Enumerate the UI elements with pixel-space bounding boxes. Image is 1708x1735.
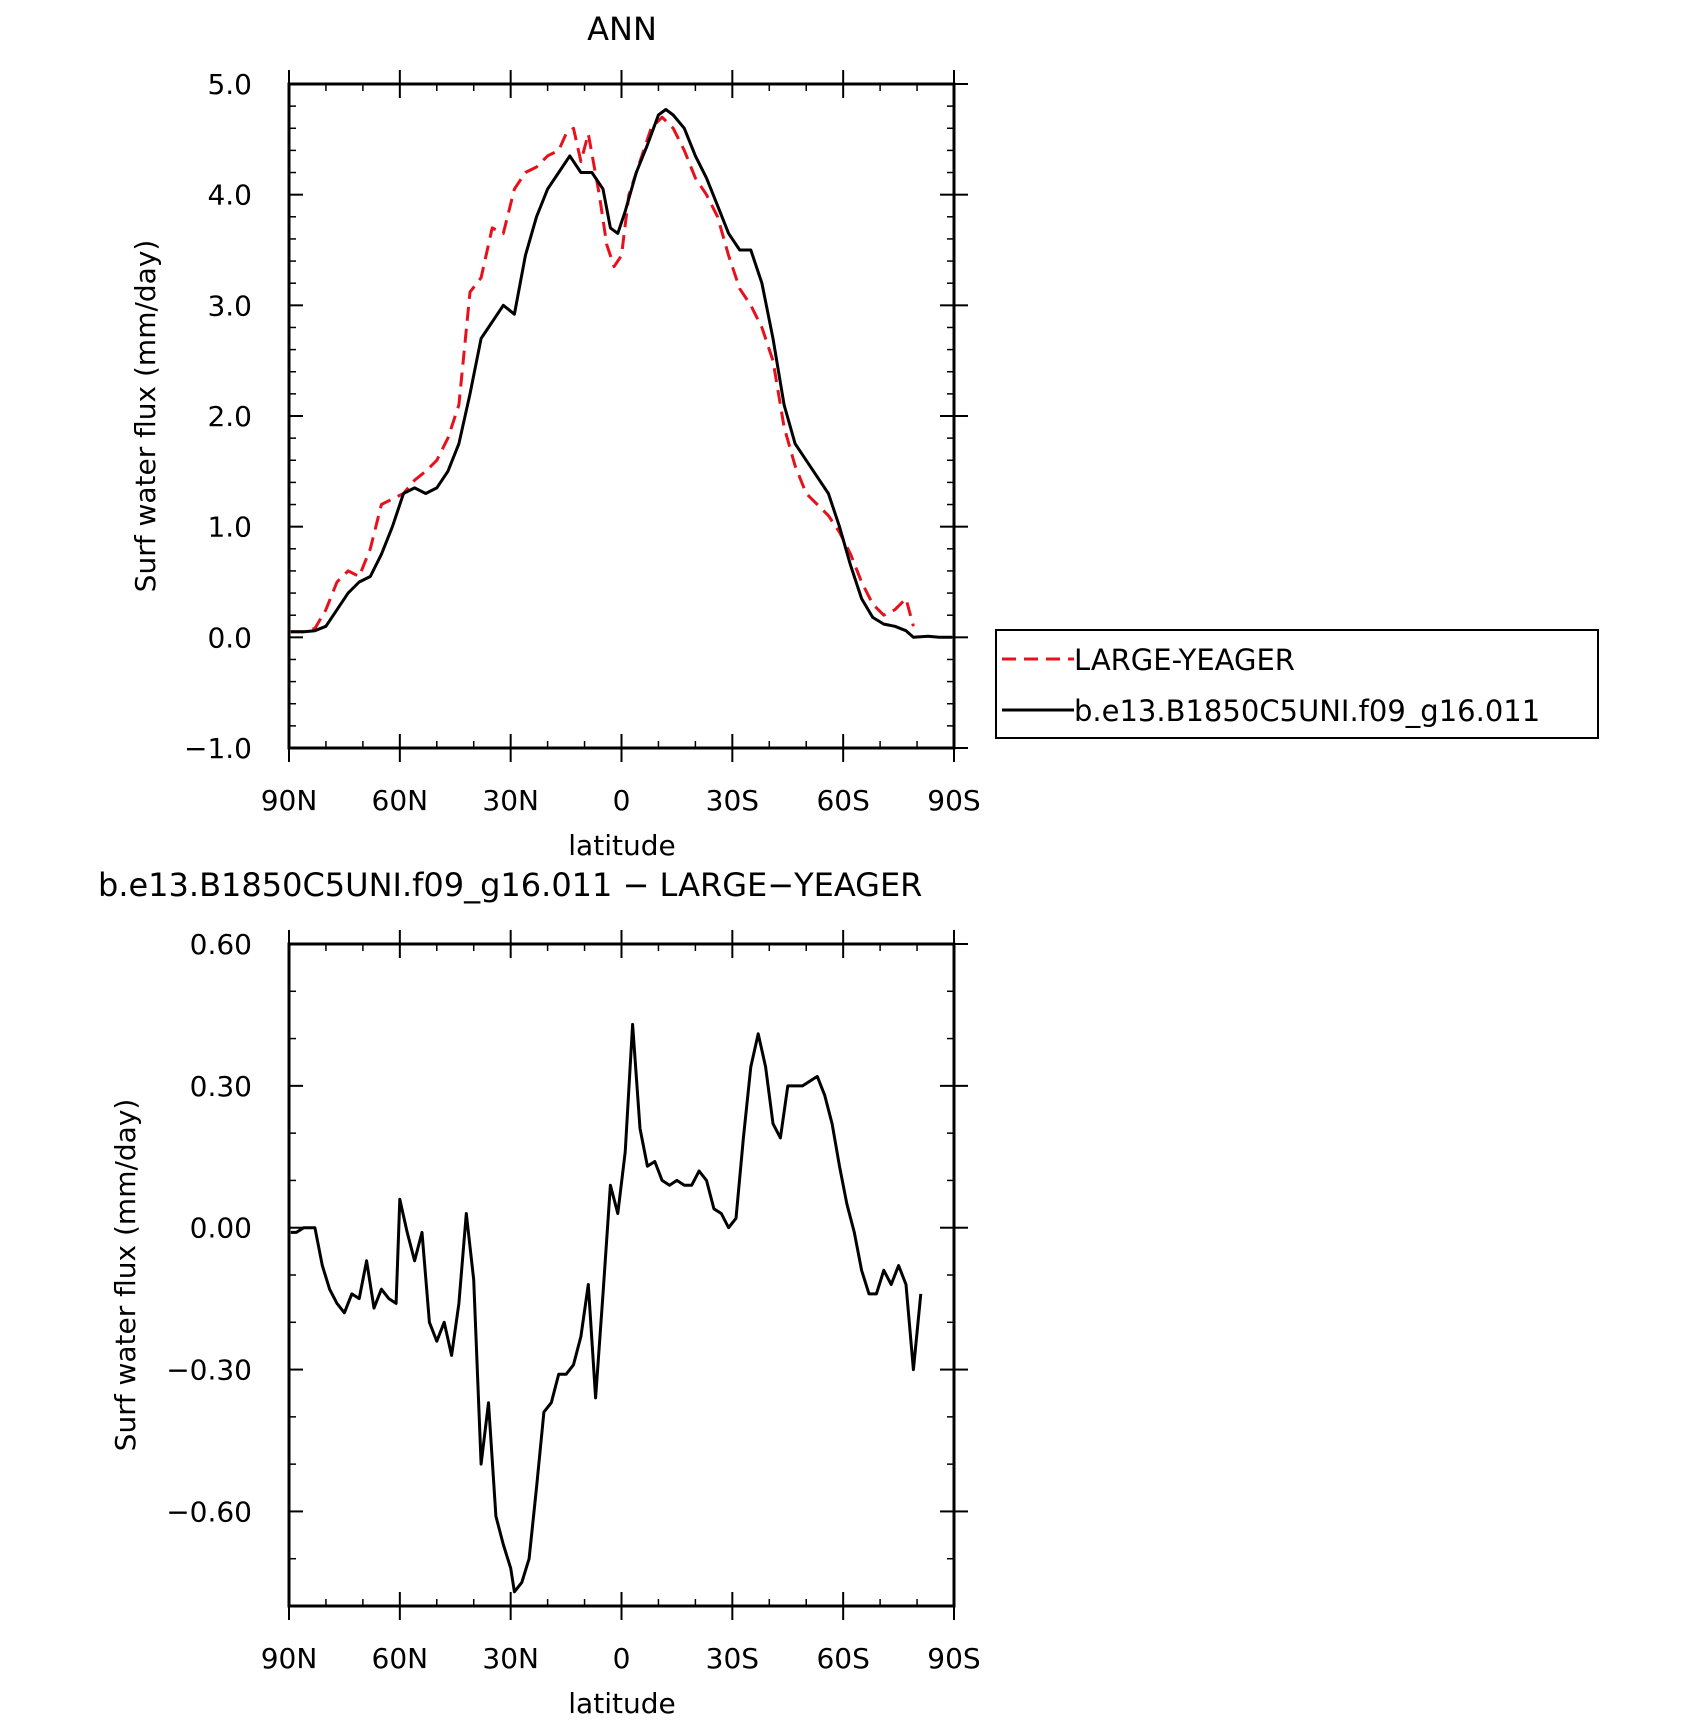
bottom-chart-series xyxy=(290,1022,923,1594)
legend-item-model: b.e13.B1850C5UNI.f09_g16.011 xyxy=(1002,694,1540,728)
series-line-0 xyxy=(290,1022,923,1594)
bottom-chart-frame xyxy=(287,942,956,1608)
x-tick-label: 60S xyxy=(816,1642,869,1675)
y-tick-label: −1.0 xyxy=(184,732,252,765)
y-tick-label: 5.0 xyxy=(207,68,252,101)
y-tick-label: 2.0 xyxy=(207,400,252,433)
y-tick-label: 0.60 xyxy=(190,928,252,961)
top-chart-series xyxy=(290,108,953,639)
x-tick-label: 60N xyxy=(372,784,429,817)
y-tick-label: 3.0 xyxy=(207,289,252,322)
x-tick-label: 0 xyxy=(613,1642,631,1675)
bottom-chart-x-tick-labels: 90N 60N 30N 0 30S 60S 90S xyxy=(261,1642,981,1675)
x-tick-label: 90S xyxy=(927,784,980,817)
legend-label: b.e13.B1850C5UNI.f09_g16.011 xyxy=(1074,694,1540,728)
y-tick-label: 0.00 xyxy=(190,1212,252,1245)
top-chart-ylabel: Surf water flux (mm/day) xyxy=(129,240,162,593)
x-tick-label: 90N xyxy=(261,1642,318,1675)
y-tick-label: −0.60 xyxy=(166,1495,252,1528)
y-tick-label: 0.30 xyxy=(190,1070,252,1103)
x-tick-label: 30N xyxy=(482,784,539,817)
x-tick-label: 90S xyxy=(927,1642,980,1675)
y-tick-label: 0.0 xyxy=(207,621,252,654)
x-tick-label: 0 xyxy=(613,784,631,817)
x-tick-label: 60S xyxy=(816,784,869,817)
top-chart-title: ANN xyxy=(587,10,657,48)
bottom-chart-ylabel: Surf water flux (mm/day) xyxy=(109,1099,142,1452)
x-tick-label: 60N xyxy=(372,1642,429,1675)
y-tick-label: 4.0 xyxy=(207,179,252,212)
legend-label: LARGE-YEAGER xyxy=(1074,643,1295,677)
top-chart-ticks xyxy=(288,70,968,762)
bottom-chart-y-tick-labels: 0.60 0.30 0.00 −0.30 −0.60 xyxy=(166,928,252,1528)
x-tick-label: 30S xyxy=(706,784,759,817)
bottom-chart-ticks xyxy=(288,930,968,1620)
legend-item-large-yeager: LARGE-YEAGER xyxy=(1002,643,1295,677)
x-tick-label: 30N xyxy=(482,1642,539,1675)
top-chart: ANN 90N 60N 30N 0 30S 60S 90S 5.0 4.0 3.0 2.0 1.0 0… xyxy=(129,10,1599,862)
legend: LARGE-YEAGER b.e13.B1850C5UNI.f09_g16.01… xyxy=(995,629,1599,739)
x-tick-label: 30S xyxy=(706,1642,759,1675)
top-chart-frame xyxy=(287,82,956,750)
top-chart-x-tick-labels: 90N 60N 30N 0 30S 60S 90S xyxy=(261,784,981,817)
y-tick-label: 1.0 xyxy=(207,511,252,544)
x-tick-label: 90N xyxy=(261,784,318,817)
bottom-chart-title: b.e13.B1850C5UNI.f09_g16.011 − LARGE−YEA… xyxy=(98,866,922,904)
series-line-1 xyxy=(290,108,953,639)
bottom-chart: b.e13.B1850C5UNI.f09_g16.011 − LARGE−YEA… xyxy=(98,866,981,1720)
legend-box xyxy=(995,629,1599,739)
bottom-chart-xlabel: latitude xyxy=(568,1687,675,1720)
y-tick-label: −0.30 xyxy=(166,1354,252,1387)
top-chart-xlabel: latitude xyxy=(568,829,675,862)
series-line-0 xyxy=(290,115,915,634)
top-chart-y-tick-labels: 5.0 4.0 3.0 2.0 1.0 0.0 −1.0 xyxy=(184,68,252,765)
